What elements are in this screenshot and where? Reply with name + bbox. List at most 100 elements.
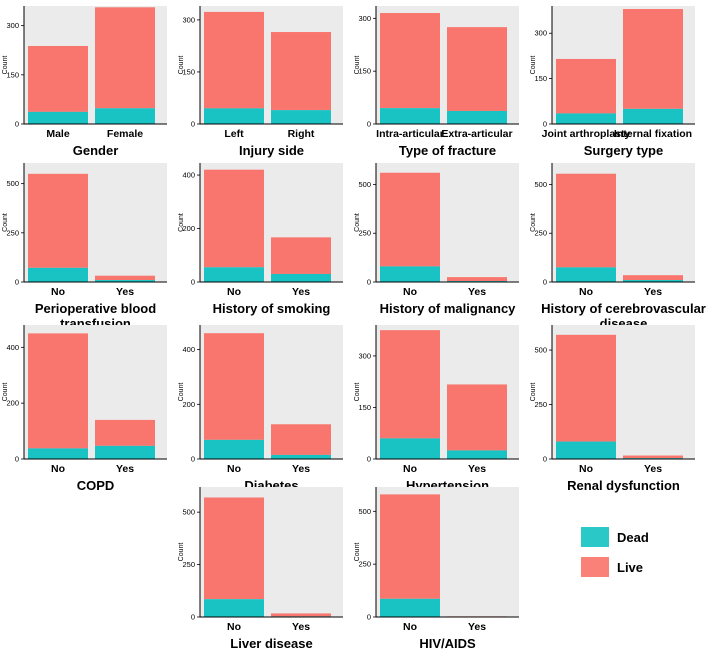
x-tick-label: Yes — [292, 463, 310, 475]
x-tick-label: Extra-articular — [441, 128, 512, 140]
panel-11: No Yes 0 250 500 Count Renal dysfunction — [530, 325, 695, 493]
x-tick-label: Female — [107, 128, 143, 140]
x-tick-label: Yes — [292, 621, 310, 633]
y-axis-label: Count — [354, 213, 361, 232]
x-tick-label: No — [51, 463, 65, 475]
bar-live — [28, 173, 88, 268]
bar-dead — [447, 110, 507, 124]
y-tick-label: 150 — [358, 403, 371, 412]
y-tick-label: 250 — [358, 560, 371, 569]
panel-6: No Yes 0 250 500 Count History of malignancy — [354, 163, 519, 316]
bar-live — [271, 613, 331, 617]
x-tick-label: Yes — [116, 286, 134, 298]
legend: Dead Live — [581, 527, 649, 577]
y-axis-label: Count — [354, 383, 361, 402]
bar-dead — [271, 273, 331, 282]
y-axis-label: Count — [530, 213, 537, 232]
bar-dead — [204, 439, 264, 459]
y-tick-label: 300 — [358, 14, 371, 23]
y-axis-label: Count — [2, 383, 9, 402]
x-tick-label: Yes — [292, 286, 310, 298]
bar-dead — [95, 108, 155, 124]
y-tick-label: 500 — [6, 179, 19, 188]
y-tick-label: 500 — [534, 346, 547, 355]
y-tick-label: 0 — [367, 613, 371, 622]
x-tick-label: Male — [46, 128, 70, 140]
bar-live — [623, 455, 683, 459]
legend-label-live: Live — [617, 560, 643, 575]
panel-1: Left Right 0 150 300 Count Injury side — [178, 6, 343, 158]
bar-dead — [380, 108, 440, 124]
x-tick-label: No — [579, 463, 593, 475]
bar-live — [271, 32, 331, 111]
x-tick-label: Yes — [116, 463, 134, 475]
y-tick-label: 0 — [191, 455, 195, 464]
bar-live — [447, 384, 507, 451]
panel-title: Gender — [73, 143, 119, 158]
y-tick-label: 400 — [6, 343, 19, 352]
bar-live — [380, 494, 440, 599]
y-tick-label: 500 — [358, 507, 371, 516]
bar-live — [95, 419, 155, 446]
panel-5: No Yes 0 200 400 Count History of smoking — [178, 163, 343, 316]
y-tick-label: 0 — [367, 455, 371, 464]
y-axis-label: Count — [178, 543, 185, 562]
x-tick-label: No — [227, 286, 241, 298]
legend-swatch-live — [581, 557, 609, 577]
x-tick-label: Yes — [644, 286, 662, 298]
panel-title: Perioperative blood — [35, 301, 156, 316]
x-tick-label: No — [403, 463, 417, 475]
bar-dead — [271, 110, 331, 124]
x-tick-label: Intra-articular — [376, 128, 444, 140]
panel-0: Male Female 0 150 300 Count Gender — [2, 6, 167, 158]
y-tick-label: 0 — [543, 120, 547, 129]
y-axis-label: Count — [530, 383, 537, 402]
y-tick-label: 0 — [191, 613, 195, 622]
y-tick-label: 300 — [358, 351, 371, 360]
bar-dead — [380, 266, 440, 282]
bar-live — [204, 169, 264, 268]
panel-title: History of cerebrovascular — [541, 301, 706, 316]
x-tick-label: Left — [224, 128, 244, 140]
y-axis-label: Count — [178, 56, 185, 75]
x-tick-label: No — [51, 286, 65, 298]
y-tick-label: 500 — [182, 508, 195, 517]
bar-live — [95, 275, 155, 281]
bar-dead — [28, 111, 88, 124]
bar-dead — [380, 438, 440, 459]
panel-12: No Yes 0 250 500 Count Liver disease — [178, 487, 343, 651]
bar-live — [623, 275, 683, 281]
panel-title: Surgery type — [584, 143, 663, 158]
bar-live — [556, 173, 616, 268]
bar-live — [204, 497, 264, 600]
bar-live — [447, 277, 507, 282]
y-tick-label: 250 — [358, 229, 371, 238]
panel-title: History of smoking — [213, 301, 331, 316]
y-axis-label: Count — [354, 56, 361, 75]
x-tick-label: No — [403, 286, 417, 298]
y-tick-label: 0 — [191, 278, 195, 287]
x-tick-label: Right — [288, 128, 315, 140]
y-tick-label: 0 — [543, 278, 547, 287]
x-tick-label: No — [579, 286, 593, 298]
panel-13: No Yes 0 250 500 Count HIV/AIDS — [354, 487, 519, 651]
y-tick-label: 150 — [358, 67, 371, 76]
bar-live — [380, 330, 440, 439]
bar-live — [271, 237, 331, 274]
y-tick-label: 250 — [534, 400, 547, 409]
x-tick-label: Yes — [468, 286, 486, 298]
legend-label-dead: Dead — [617, 530, 649, 545]
bar-live — [556, 58, 616, 114]
bar-live — [28, 333, 88, 449]
panel-title: Type of fracture — [399, 143, 496, 158]
bar-dead — [204, 108, 264, 124]
y-tick-label: 500 — [534, 180, 547, 189]
bar-dead — [380, 598, 440, 617]
bar-live — [204, 11, 264, 109]
bar-dead — [556, 113, 616, 124]
y-tick-label: 150 — [182, 67, 195, 76]
panel-title: COPD — [77, 478, 115, 493]
y-axis-label: Count — [2, 56, 9, 75]
y-axis-label: Count — [2, 213, 9, 232]
